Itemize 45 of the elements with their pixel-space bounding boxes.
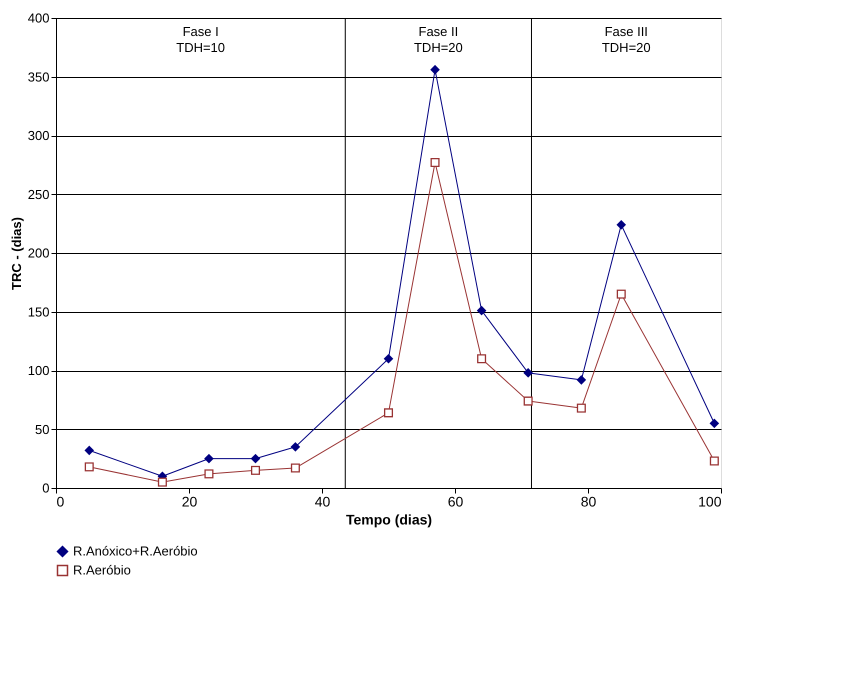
y-tick-label: 150 <box>28 304 50 320</box>
point <box>616 290 626 299</box>
x-tick-label: 60 <box>448 494 464 510</box>
annotation: Fase II TDH=20 <box>414 24 463 55</box>
point <box>576 375 586 384</box>
point <box>250 466 260 475</box>
point <box>430 158 440 168</box>
point <box>477 306 486 316</box>
x-tick-label: 40 <box>314 494 330 510</box>
point <box>84 462 94 472</box>
y-axis-title: TRC - (dias) <box>8 217 24 290</box>
point <box>430 65 440 74</box>
legend-label: R.Anóxico+R.Aeróbio <box>73 544 198 558</box>
point <box>84 446 94 455</box>
y-tick-label: 50 <box>35 422 50 437</box>
y-tick-label: 400 <box>28 10 50 26</box>
point <box>710 418 719 428</box>
x-axis-title: Tempo (dias) <box>346 512 432 528</box>
point <box>158 478 167 487</box>
point <box>710 456 719 466</box>
point <box>616 220 626 230</box>
point <box>204 454 214 464</box>
y-tick-label: 300 <box>28 128 50 143</box>
annotation: Fase I TDH=10 <box>176 24 226 55</box>
point <box>204 469 214 478</box>
point <box>384 354 394 364</box>
x-tick-label: 80 <box>580 494 596 510</box>
legend-label: R.Aeróbio <box>73 562 131 578</box>
y-tick-label: 200 <box>28 246 50 260</box>
y-tick-label: 250 <box>28 186 50 202</box>
point <box>576 404 586 413</box>
point <box>290 442 300 452</box>
point <box>290 464 300 473</box>
x-tick-label: 0 <box>56 494 64 510</box>
x-tick-label: 100 <box>698 494 722 510</box>
annotation: Fase III TDH=20 <box>602 24 651 55</box>
y-tick-label: 350 <box>28 69 50 84</box>
point <box>477 354 486 364</box>
point <box>250 454 260 464</box>
point <box>384 408 394 418</box>
x-tick-label: 20 <box>182 494 198 510</box>
y-tick-label: 100 <box>28 363 50 378</box>
point <box>524 396 533 406</box>
point <box>524 368 533 378</box>
y-tick-label: 0 <box>42 480 50 496</box>
